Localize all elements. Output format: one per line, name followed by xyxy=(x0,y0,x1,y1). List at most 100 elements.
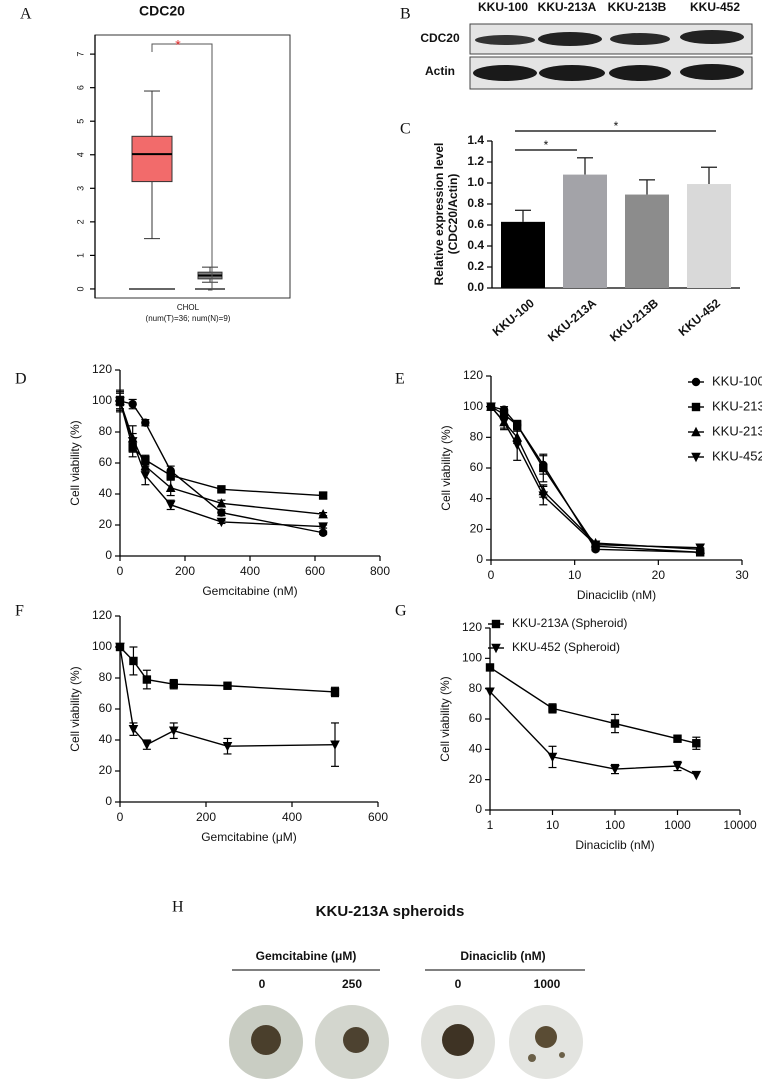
series-line xyxy=(489,666,697,744)
y-tick-label: 6 xyxy=(75,85,85,90)
x-tick-label: 400 xyxy=(240,564,260,578)
x-tick-label: 100 xyxy=(605,818,625,832)
y-label: Cell viability (%) xyxy=(439,425,453,510)
y-tick-label: 3 xyxy=(75,186,85,191)
marker xyxy=(691,770,702,781)
panel-title: KKU-213A spheroids xyxy=(316,903,465,920)
lane-label: KKU-213A xyxy=(538,0,597,14)
panel-letter: E xyxy=(395,371,405,388)
x-tick-label: 400 xyxy=(282,810,302,824)
marker xyxy=(128,724,139,735)
y-tick-label: 2 xyxy=(75,219,85,224)
dose-label: 250 xyxy=(342,977,362,991)
marker xyxy=(217,485,226,494)
series-line xyxy=(119,400,324,528)
spheroid xyxy=(251,1025,281,1055)
row-label: Actin xyxy=(425,64,455,78)
series-line xyxy=(490,406,701,550)
significance: * xyxy=(544,138,549,152)
marker xyxy=(140,471,151,481)
legend-marker xyxy=(491,643,501,654)
y-tick-label: 7 xyxy=(75,52,85,57)
chart-title: CDC20 xyxy=(139,3,185,19)
series-line xyxy=(119,400,324,515)
marker xyxy=(169,680,178,689)
dose-label: 0 xyxy=(455,977,462,991)
marker xyxy=(330,687,340,697)
marker xyxy=(142,675,152,684)
marker xyxy=(485,663,495,672)
y-tick-label: 1.0 xyxy=(467,175,484,189)
lane-label: KKU-452 xyxy=(690,0,740,14)
y-tick-label: 60 xyxy=(99,701,113,715)
marker xyxy=(318,528,328,537)
marker xyxy=(318,508,328,519)
marker xyxy=(512,440,522,451)
y-tick-label: 40 xyxy=(470,491,484,505)
western-blot: KKU-100 KKU-213A KKU-213B KKU-452 CDC20 … xyxy=(420,0,753,90)
panel-letter: C xyxy=(400,121,411,138)
marker xyxy=(672,761,683,772)
x-tick-label: 200 xyxy=(175,564,195,578)
series-line xyxy=(119,646,336,747)
significance: * xyxy=(614,119,619,133)
spheroid-panel: KKU-213A spheroids Gemcitabine (μM) Dina… xyxy=(229,903,585,1079)
y-tick-label: 0.4 xyxy=(467,238,484,252)
y-tick-label: 0 xyxy=(475,802,482,816)
y-tick-label: 20 xyxy=(99,517,113,531)
legend-label: KKU-100 xyxy=(712,373,762,388)
y-label: Relative expression level xyxy=(432,143,446,286)
x-tick-label: 10000 xyxy=(723,818,757,832)
marker xyxy=(538,491,549,501)
y-tick-label: 120 xyxy=(463,368,483,382)
spheroid xyxy=(528,1054,536,1062)
bar xyxy=(563,174,607,288)
band xyxy=(538,32,602,46)
marker xyxy=(165,482,176,492)
y-tick-label: 20 xyxy=(99,763,113,777)
marker xyxy=(318,491,328,500)
marker xyxy=(548,704,557,713)
y-tick-label: 100 xyxy=(92,639,112,653)
y-tick-label: 40 xyxy=(99,486,113,500)
y-tick-label: 20 xyxy=(469,772,483,786)
marker xyxy=(610,764,620,775)
x-label: Gemcitabine (μM) xyxy=(201,830,297,844)
marker xyxy=(166,471,175,480)
marker xyxy=(141,455,150,465)
y-tick-label: 120 xyxy=(462,620,482,634)
y-tick-label: 100 xyxy=(463,399,483,413)
panel-letter: F xyxy=(15,603,24,620)
marker xyxy=(142,740,152,750)
panel-letter: D xyxy=(15,371,27,388)
y-label: (CDC20/Actin) xyxy=(446,174,460,255)
y-tick-label: 0 xyxy=(476,552,483,566)
box xyxy=(131,135,173,183)
x-tick-label: KKU-213A xyxy=(545,296,599,345)
y-label: Cell viability (%) xyxy=(68,666,82,751)
legend-marker xyxy=(691,426,701,437)
x-tick-label: 0 xyxy=(117,810,124,824)
series-line xyxy=(490,406,701,554)
x-tick-label: KKU-213B xyxy=(607,296,661,345)
y-tick-label: 80 xyxy=(469,681,483,695)
marker xyxy=(673,734,682,743)
legend-marker xyxy=(691,377,701,387)
marker xyxy=(127,437,138,447)
lane-label: KKU-100 xyxy=(478,0,528,14)
plot-frame xyxy=(94,34,291,299)
x-tick-label: 10 xyxy=(546,818,560,832)
marker xyxy=(115,396,125,407)
y-tick-label: 60 xyxy=(470,460,484,474)
legend-label: KKU-213A xyxy=(712,398,762,413)
x-tick-label: 0 xyxy=(488,568,495,582)
band xyxy=(609,65,671,81)
marker xyxy=(547,752,558,763)
series-line xyxy=(489,691,697,776)
marker xyxy=(128,399,137,409)
legend-label: KKU-213A (Spheroid) xyxy=(512,616,627,630)
y-tick-label: 4 xyxy=(75,152,85,157)
x-tick-label: 200 xyxy=(196,810,216,824)
y-tick-label: 1.4 xyxy=(467,133,484,147)
